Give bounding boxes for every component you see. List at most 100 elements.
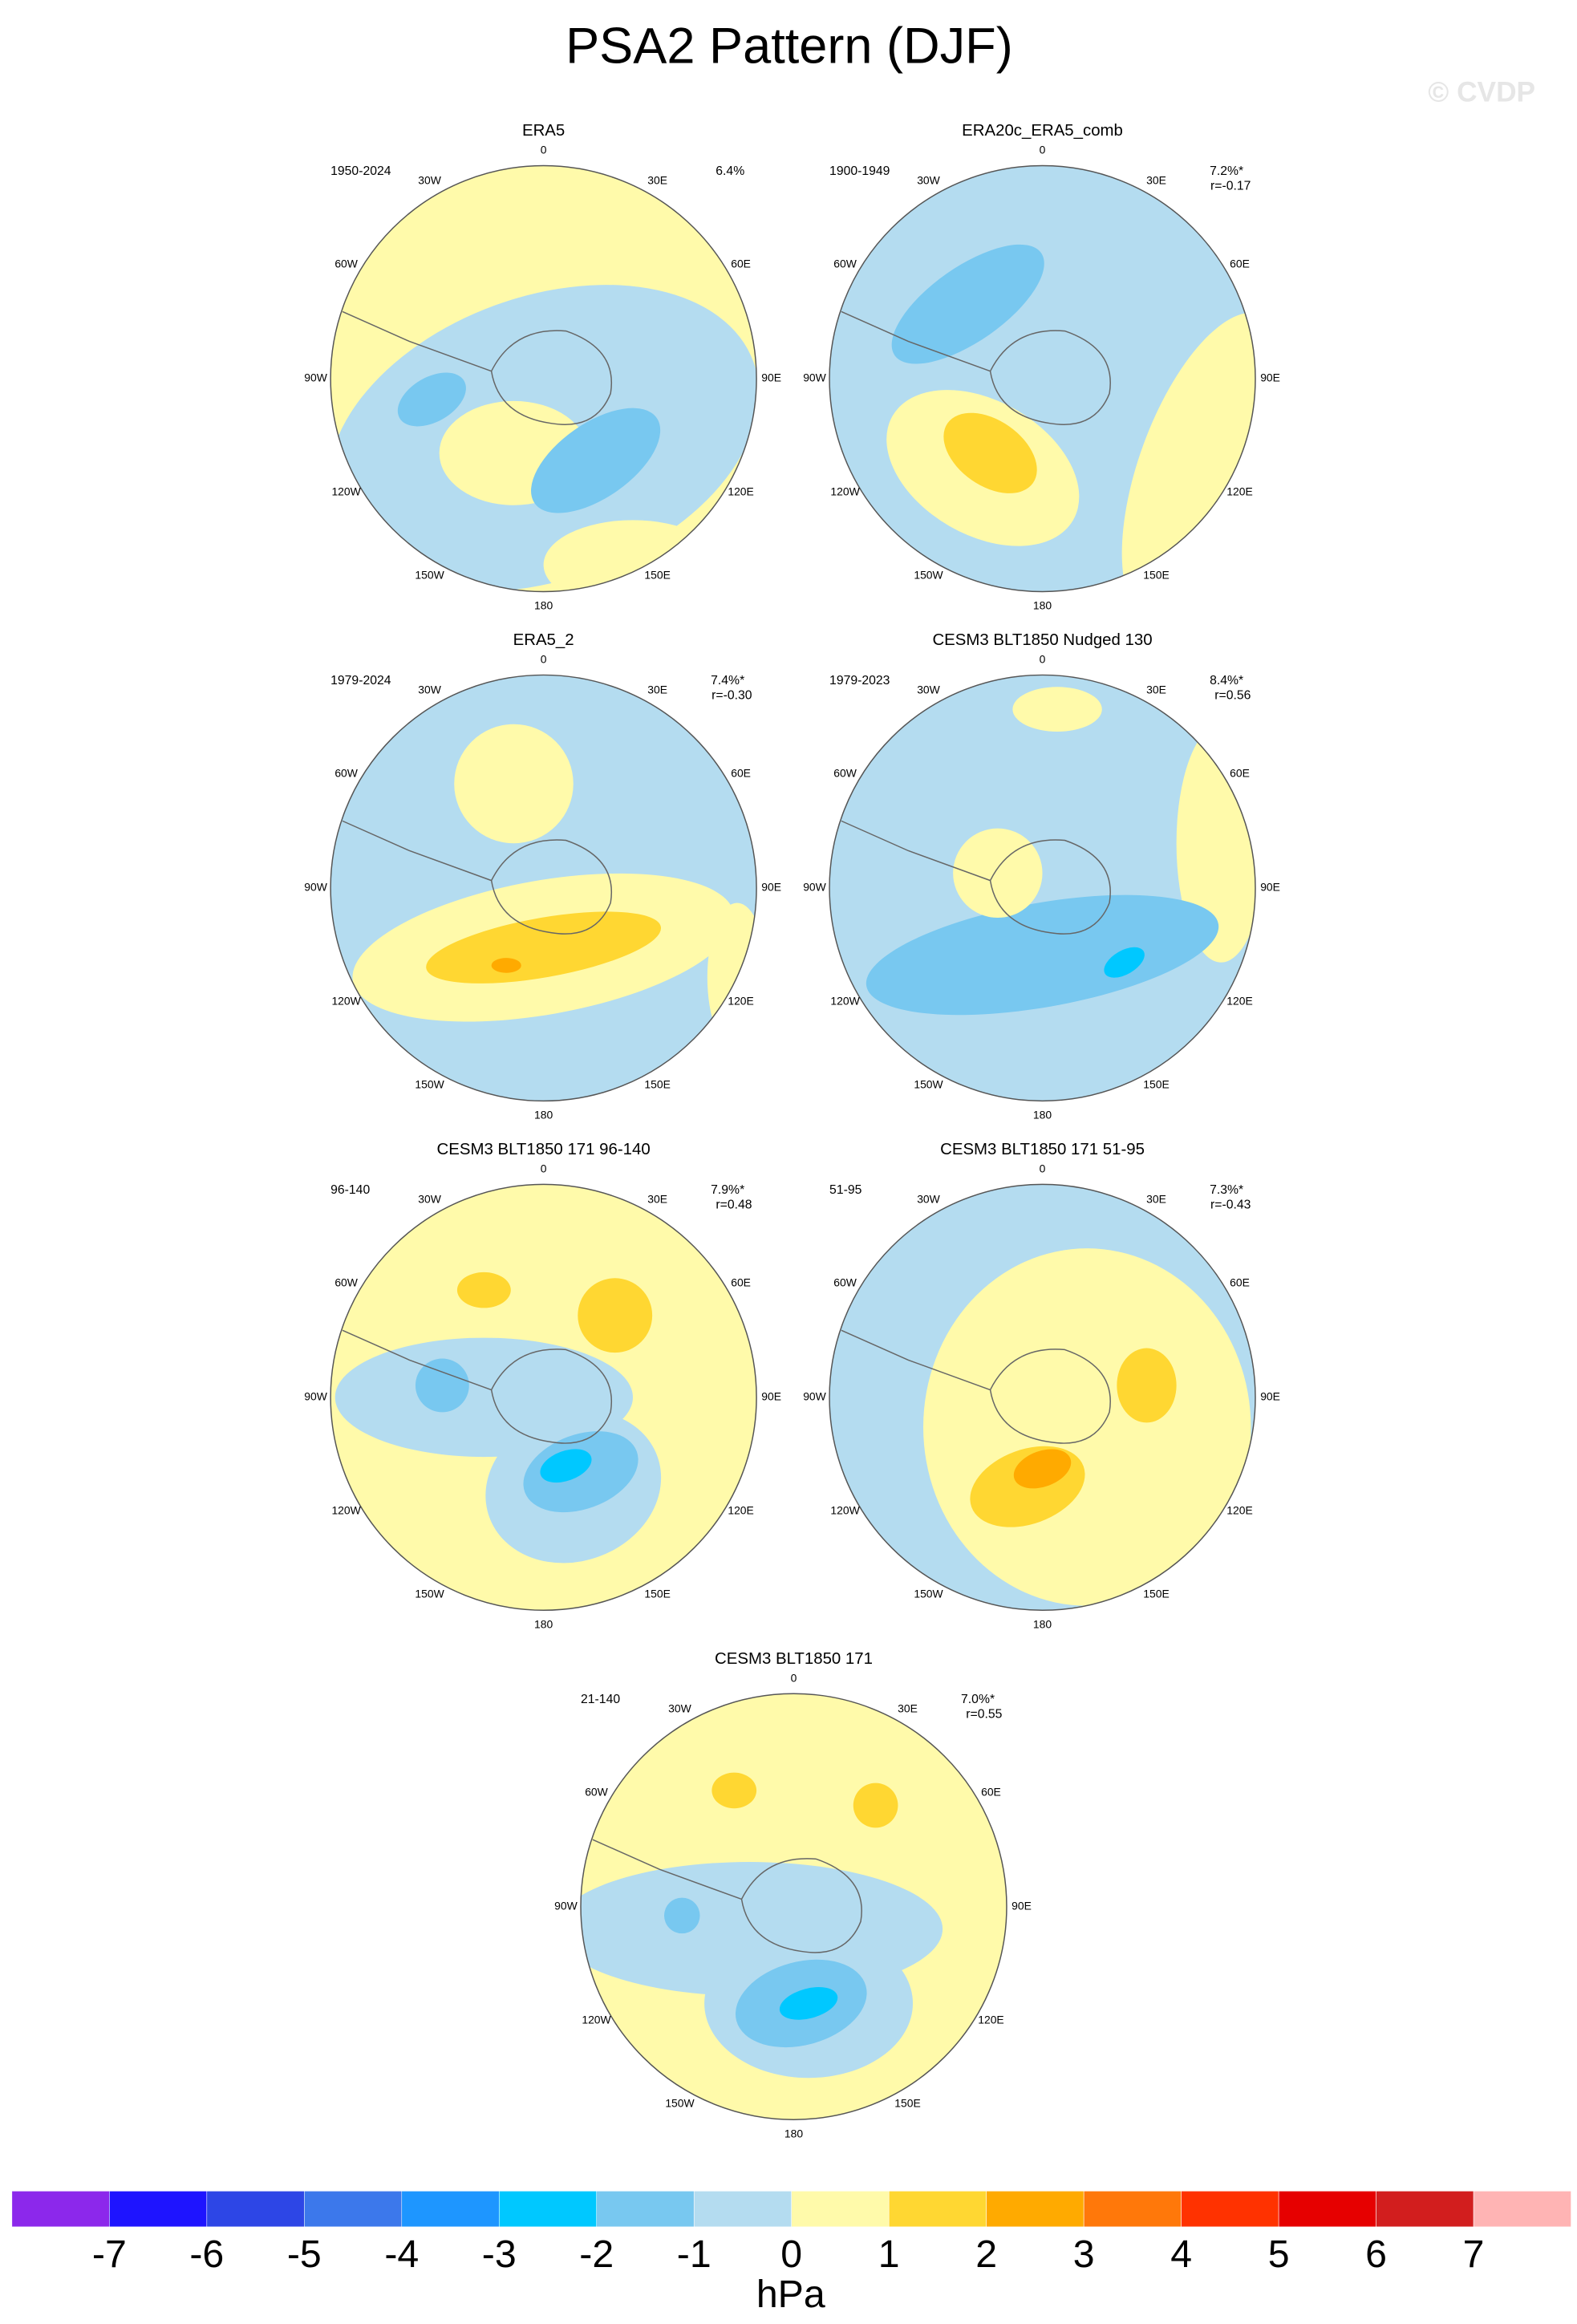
correlation-label: r=-0.30 [711,689,752,703]
period-label: 21-140 [581,1693,620,1706]
panel-title: CESM3 BLT1850 171 51-95 [940,1141,1145,1158]
map-border [829,164,1256,593]
longitude-label: 120E [1226,485,1252,498]
colorbar-box [888,2191,987,2228]
longitude-label: 60W [334,767,358,780]
longitude-label: 90W [554,1899,578,1912]
longitude-label: 150E [644,1078,670,1091]
longitude-label: 180 [534,1618,553,1631]
colorbar-box [596,2191,695,2228]
longitude-label: 60W [833,258,857,270]
longitude-label: 60W [334,1276,358,1288]
field-contour [663,1897,700,1934]
colorbar-box [304,2191,403,2228]
variance-label: 7.9%* [711,1183,744,1197]
map-field [829,1184,1256,1611]
longitude-label: 120E [728,1504,753,1517]
longitude-label: 30W [418,174,441,187]
longitude-label: 60E [981,1785,1001,1798]
field-contour [1012,687,1102,732]
longitude-label: 60E [1230,767,1250,780]
colorbar-label: -7 [92,2233,127,2276]
longitude-label: 60E [731,767,751,780]
longitude-label: 150W [665,2096,695,2109]
correlation-label: r=0.56 [1214,689,1251,703]
longitude-label: 60E [731,1276,751,1288]
longitude-label: 30W [418,1193,441,1206]
longitude-label: 120W [582,2013,611,2026]
longitude-label: 30W [668,1701,691,1714]
colorbar-label: -1 [677,2233,711,2276]
colorbar-box [498,2191,598,2228]
longitude-label: 150E [1143,1078,1169,1091]
period-label: 96-140 [330,1183,370,1197]
antarctica-coast [342,1329,612,1444]
longitude-label: 0 [1040,653,1046,666]
colorbar-label: 0 [780,2233,802,2276]
panel-title: CESM3 BLT1850 171 [715,1650,873,1668]
field-contour [456,1272,511,1308]
period-label: 1979-2023 [829,674,890,687]
longitude-label: 180 [784,2127,803,2139]
longitude-label: 30E [647,683,667,696]
watermark: © CVDP [1428,77,1535,108]
colorbar-label: -5 [287,2233,322,2276]
longitude-label: 180 [534,1109,553,1121]
period-label: 1979-2024 [330,674,391,687]
longitude-label: 120E [1226,1504,1252,1517]
field-contour [578,1278,653,1353]
colorbar-label: 2 [975,2233,997,2276]
longitude-label: 150W [914,1078,943,1091]
panel-title: CESM3 BLT1850 Nudged 130 [932,631,1152,649]
longitude-label: 0 [541,144,547,156]
longitude-label: 90E [761,881,781,894]
variance-label: 7.2%* [1210,164,1243,178]
antarctica-coast [841,820,1111,935]
correlation-label: r=0.48 [716,1199,752,1212]
longitude-label: 90E [1260,881,1280,894]
longitude-label: 90E [1260,371,1280,384]
longitude-label: 30E [898,1701,918,1714]
longitude-label: 150W [914,1587,943,1600]
field-contour [415,1358,469,1413]
colorbar-box [11,2191,110,2228]
field-contour [543,520,723,592]
colorbar-unit: hPa [756,2273,825,2316]
field-contour [853,1783,898,1828]
longitude-label: 120E [728,485,753,498]
colorbar-box [791,2191,890,2228]
map-field [829,675,1256,1101]
longitude-label: 90W [304,371,327,384]
longitude-label: 60E [1230,1276,1250,1288]
variance-label: 7.4%* [711,674,744,687]
longitude-label: 120W [830,1504,860,1517]
longitude-label: 150E [644,1587,670,1600]
longitude-label: 150W [914,569,943,582]
longitude-label: 90E [761,371,781,384]
longitude-label: 90E [1260,1389,1280,1402]
colorbar-box [1473,2191,1571,2228]
colorbar-label: 4 [1170,2233,1192,2276]
period-label: 1900-1949 [829,164,890,178]
colorbar-box [109,2191,208,2228]
longitude-label: 150E [1143,1587,1169,1600]
colorbar-label: 5 [1268,2233,1290,2276]
colorbar-label: 7 [1463,2233,1485,2276]
map-border [330,164,757,593]
variance-label: 7.0%* [961,1693,995,1706]
longitude-label: 30W [917,683,940,696]
field-contour [943,412,1037,493]
field-contour [953,828,1043,919]
colorbar-box [1083,2191,1182,2228]
longitude-label: 30E [1146,683,1166,696]
colorbar-box [206,2191,305,2228]
longitude-label: 90W [304,881,327,894]
longitude-label: 120E [978,2013,1003,2026]
longitude-label: 180 [534,599,553,612]
longitude-label: 60W [585,1785,608,1798]
longitude-label: 90E [761,1389,781,1402]
longitude-label: 90W [803,371,826,384]
longitude-label: 0 [791,1671,797,1684]
map-field [330,1184,757,1611]
